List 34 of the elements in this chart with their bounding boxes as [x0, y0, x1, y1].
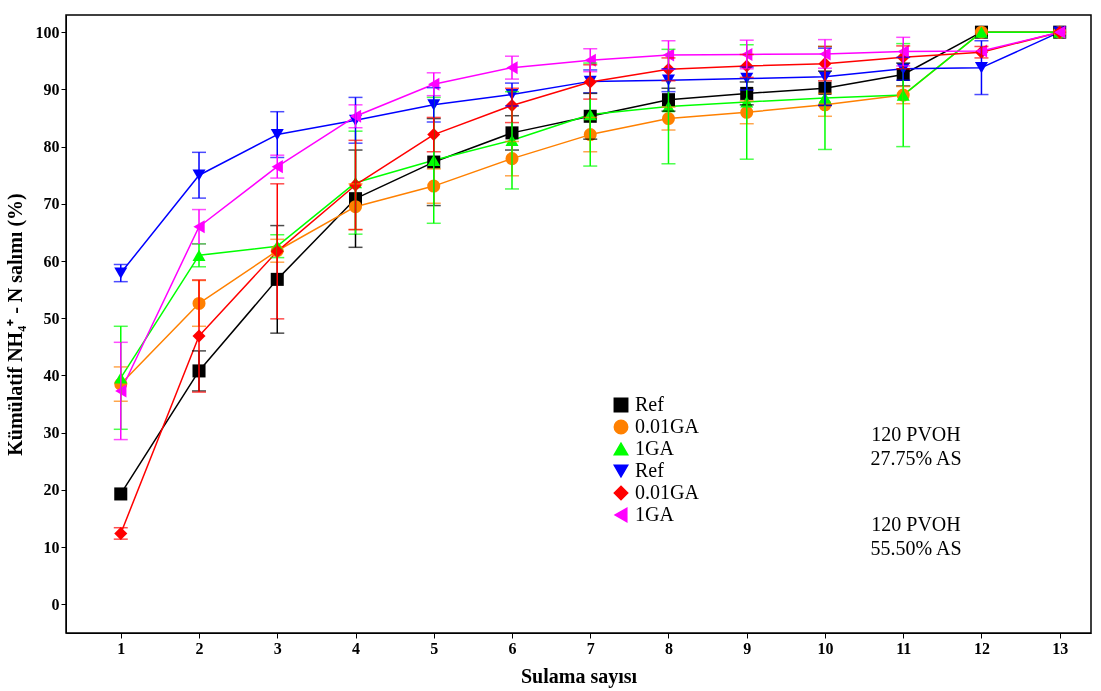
- legend-label: 0.01GA: [635, 415, 700, 437]
- x-tick-label: 2: [195, 639, 204, 657]
- x-tick-label: 12: [973, 639, 990, 657]
- y-tick-label: 90: [43, 80, 60, 98]
- y-tick-label: 30: [43, 424, 60, 442]
- x-tick-label: 11: [896, 639, 912, 657]
- legend-label: 1GA: [635, 503, 675, 525]
- y-tick-label: 80: [43, 138, 60, 156]
- x-tick-label: 13: [1052, 639, 1069, 657]
- x-tick-label: 5: [430, 639, 439, 657]
- x-tick-label: 7: [586, 639, 595, 657]
- legend-label: Ref: [635, 459, 665, 481]
- x-tick-label: 9: [743, 639, 752, 657]
- legend-label: 0.01GA: [635, 481, 700, 503]
- annotation: 120 PVOH 27.75% AS: [870, 423, 962, 469]
- x-tick-label: 8: [664, 639, 673, 657]
- y-tick-label: 50: [43, 309, 60, 327]
- annotation: 120 PVOH 55.50% AS: [870, 513, 962, 559]
- y-tick-label: 70: [43, 195, 60, 213]
- x-tick-label: 1: [117, 639, 126, 657]
- y-tick-label: 0: [51, 595, 60, 613]
- x-tick-label: 10: [817, 639, 834, 657]
- y-tick-label: 100: [35, 23, 60, 41]
- legend-label: Ref: [635, 393, 665, 415]
- x-tick-label: 6: [508, 639, 517, 657]
- x-tick-label: 4: [352, 639, 360, 657]
- y-tick-label: 40: [43, 367, 60, 384]
- y-tick-label: 20: [43, 481, 60, 499]
- y-tick-label: 60: [43, 252, 60, 270]
- x-tick-label: 3: [273, 639, 282, 657]
- y-axis-title: Kümülatif NH₄⁺ - N salımı (%): [3, 193, 27, 456]
- legend-label: 1GA: [635, 437, 675, 459]
- y-tick-label: 10: [43, 538, 60, 556]
- x-axis-title: Sulama sayısı: [520, 664, 638, 688]
